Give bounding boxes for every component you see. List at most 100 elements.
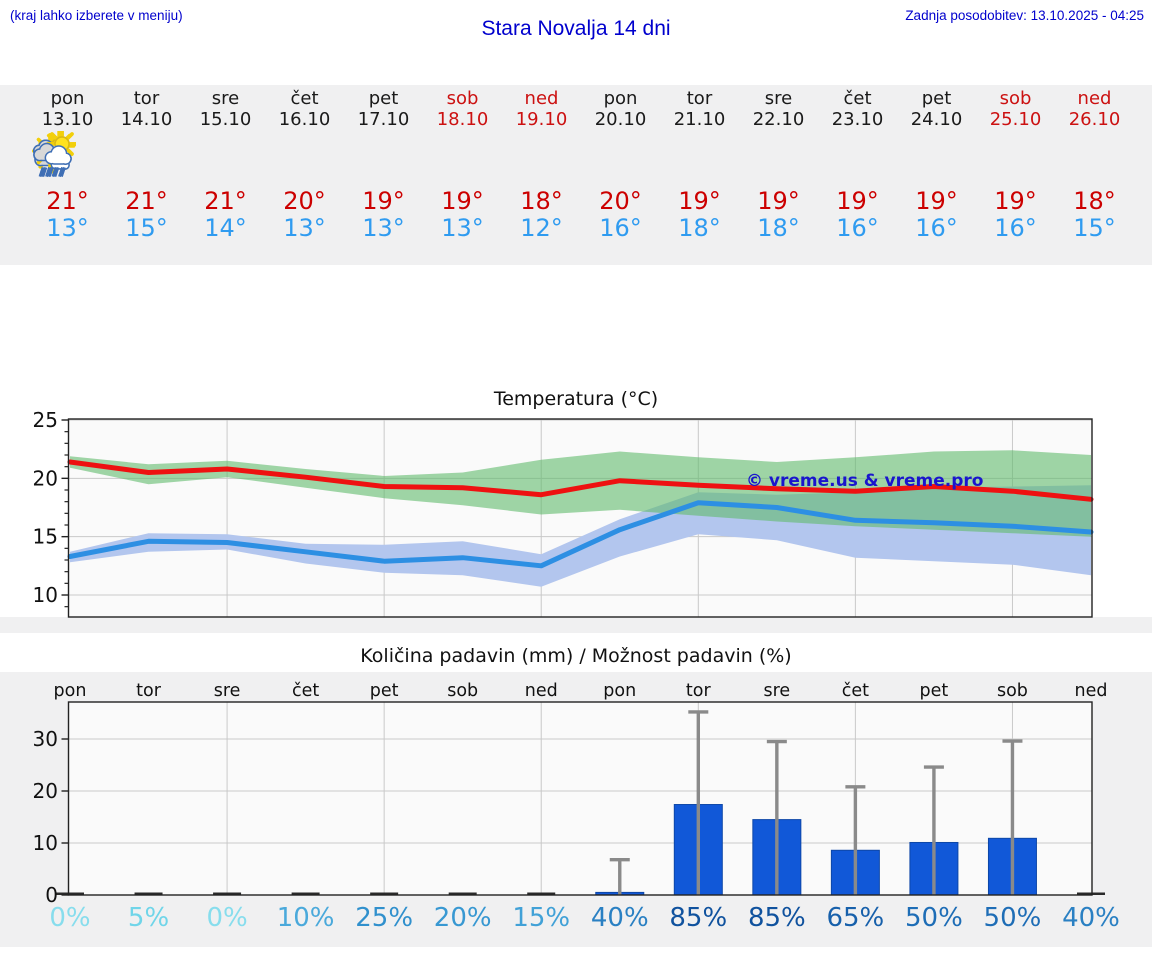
svg-text:čet: čet — [292, 681, 319, 701]
high-temp-label: 20° — [283, 187, 326, 215]
precip-zero-bar — [370, 892, 399, 895]
high-temp-label: 19° — [915, 187, 958, 215]
probability-label: 10% — [277, 903, 335, 933]
svg-text:pon: pon — [54, 681, 87, 701]
probability-label: 40% — [591, 903, 649, 933]
low-temp-label: 16° — [599, 214, 642, 242]
forecast-day[interactable]: čet 16.10 20° 13° — [32, 85, 344, 265]
forecast-day[interactable]: pet 24.10 19° 16° — [35, 85, 976, 265]
probability-label: 40% — [1062, 903, 1120, 933]
forecast-day[interactable]: sre 15.10 21° 14° — [33, 85, 265, 265]
svg-text:25: 25 — [33, 408, 58, 432]
day-date-label: 19.10 — [515, 109, 568, 130]
high-temp-label: 19° — [678, 187, 721, 215]
forecast-day[interactable]: ned 26.10 18° 15° — [33, 85, 1134, 265]
high-temp-label: 21° — [204, 187, 247, 215]
svg-text:sob: sob — [997, 681, 1028, 701]
low-temp-label: 12° — [520, 214, 563, 242]
day-date-label: 17.10 — [357, 109, 410, 130]
weather-icon-wrap — [35, 131, 1040, 181]
high-temp-label: 19° — [362, 187, 405, 215]
day-name-label: tor — [686, 88, 713, 109]
forecast-days: pon 13.10 21° 13° tor 14.10 21° 15° sre 15.10 21° 1… — [28, 85, 1134, 265]
high-temp-label: 20° — [599, 187, 642, 215]
high-temp-label: 19° — [757, 187, 800, 215]
precipitation-chart: pon tor sre čet pet sob ned pon tor sre čet pet sob n… — [0, 672, 1152, 947]
svg-text:tor: tor — [686, 681, 712, 701]
svg-text:30: 30 — [33, 727, 58, 751]
forecast-strip: pon 13.10 21° 13° tor 14.10 21° 15° sre 15.10 21° 1… — [0, 85, 1152, 265]
day-name-label: čet — [290, 88, 319, 109]
precip-y-axis: 0 10 20 30 — [33, 727, 69, 907]
day-name-label: sre — [764, 88, 793, 109]
day-date-label: 21.10 — [673, 109, 726, 130]
weather-icon-wrap — [35, 131, 961, 181]
svg-text:pet: pet — [370, 681, 399, 701]
precip-day-labels: pon tor sre čet pet sob ned pon tor sre čet pet sob n… — [54, 681, 1108, 701]
forecast-day[interactable]: ned 19.10 18° 12° — [32, 85, 581, 265]
probability-label: 50% — [905, 903, 963, 933]
precip-zero-bar — [56, 892, 84, 895]
precip-chart-title: Količina padavin (mm) / Možnost padavin … — [360, 645, 792, 667]
day-date-label: 15.10 — [199, 109, 252, 130]
min-temp-line — [67, 500, 1094, 569]
probability-label: 25% — [355, 903, 413, 933]
day-name-label: čet — [843, 88, 872, 109]
high-temp-label: 19° — [994, 187, 1037, 215]
forecast-day[interactable]: pon 20.10 20° 16° — [35, 85, 660, 265]
high-temp-label: 18° — [520, 187, 563, 215]
high-temp-label: 21° — [125, 187, 168, 215]
day-name-label: sob — [446, 88, 479, 109]
precip-zero-bar — [527, 892, 556, 895]
day-name-label: sob — [999, 88, 1032, 109]
forecast-day[interactable]: tor 21.10 19° 18° — [33, 85, 739, 265]
svg-text:10: 10 — [33, 831, 58, 855]
day-date-label: 14.10 — [120, 109, 173, 130]
weather-icon-wrap — [33, 131, 250, 181]
svg-text:15: 15 — [33, 525, 58, 549]
low-temp-label: 13° — [362, 214, 405, 242]
day-date-label: 18.10 — [436, 109, 489, 130]
high-temp-label: 18° — [1073, 187, 1116, 215]
forecast-day[interactable]: sre 22.10 19° 18° — [33, 85, 818, 265]
svg-text:pon: pon — [603, 681, 636, 701]
forecast-day[interactable]: pet 17.10 19° 13° — [33, 85, 423, 265]
header-note: (kraj lahko izberete v meniju) — [10, 8, 183, 23]
low-temp-label: 18° — [678, 214, 721, 242]
forecast-day[interactable]: čet 23.10 19° 16° — [35, 85, 897, 265]
svg-text:0: 0 — [45, 883, 58, 907]
low-temp-label: 13° — [46, 214, 89, 242]
weather-icon-wrap — [33, 131, 171, 181]
low-temp-label: 15° — [1073, 214, 1116, 242]
probability-label: 0% — [206, 903, 247, 933]
page-title: Stara Novalja 14 dni — [481, 17, 671, 40]
day-name-label: pon — [50, 88, 85, 109]
forecast-day[interactable]: sob 18.10 19° 13° — [34, 85, 502, 265]
day-date-label: 20.10 — [594, 109, 647, 130]
low-temp-label: 14° — [204, 214, 247, 242]
low-temp-label: 13° — [283, 214, 326, 242]
day-name-label: ned — [524, 88, 559, 109]
weather-icon-wrap — [33, 131, 1119, 181]
probability-label: 85% — [669, 903, 727, 933]
day-date-label: 22.10 — [752, 109, 805, 130]
weather-icon-wrap — [32, 131, 566, 181]
precip-zero-bar — [134, 892, 163, 895]
low-temp-label: 16° — [915, 214, 958, 242]
low-temp-label: 16° — [994, 214, 1037, 242]
svg-text:ned: ned — [525, 681, 558, 701]
low-temp-label: 13° — [441, 214, 484, 242]
forecast-day[interactable]: sob 25.10 19° 16° — [35, 85, 1055, 265]
precip-zero-bar — [1076, 892, 1105, 895]
forecast-day[interactable]: tor 14.10 21° 15° — [33, 85, 186, 265]
day-date-label: 23.10 — [831, 109, 884, 130]
probability-label: 50% — [984, 903, 1042, 933]
svg-text:sre: sre — [763, 681, 790, 701]
svg-text:sre: sre — [214, 681, 241, 701]
svg-text:pet: pet — [920, 681, 949, 701]
svg-text:sob: sob — [447, 681, 478, 701]
temp-chart-title: Temperatura (°C) — [493, 388, 659, 410]
weather-icon-wrap — [35, 131, 645, 181]
day-name-label: pon — [603, 88, 638, 109]
max-temp-line — [67, 459, 1094, 502]
